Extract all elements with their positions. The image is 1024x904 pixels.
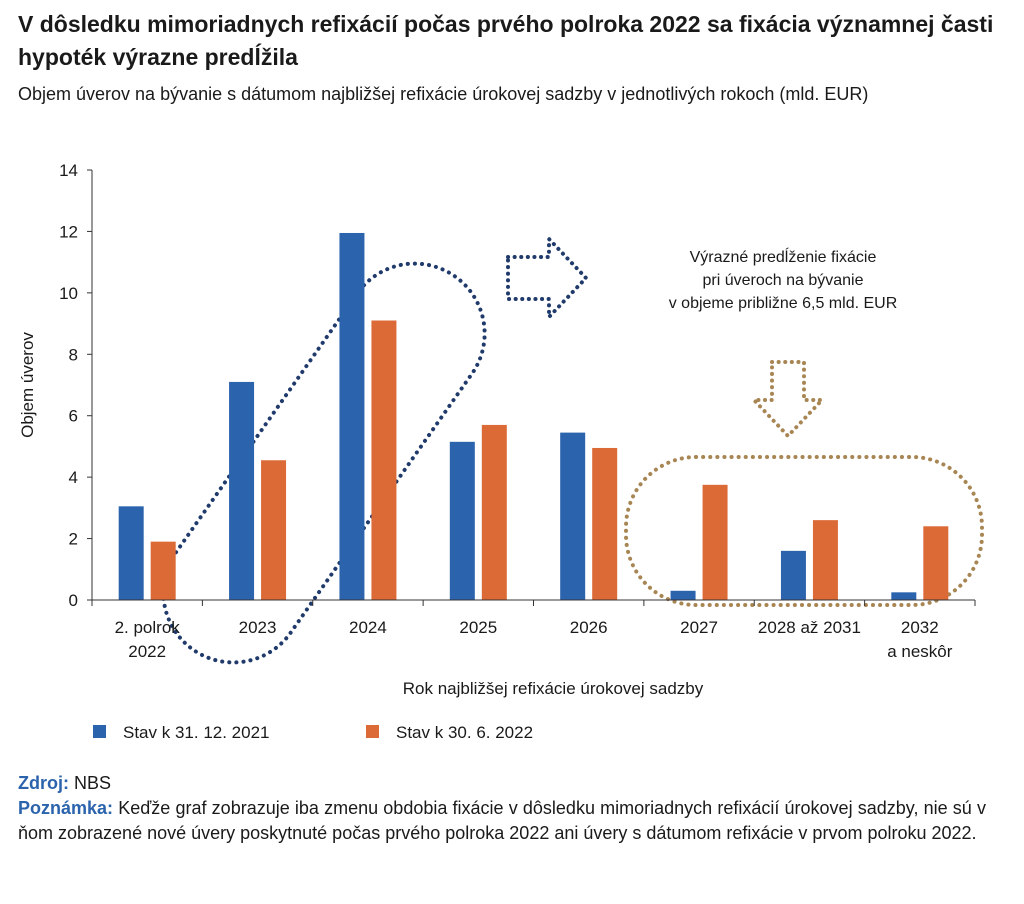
bar-series2-7: [923, 526, 949, 600]
y-tick-label: 12: [59, 222, 78, 241]
arrow-down-icon: [752, 360, 824, 438]
highlight-ellipse-left: [161, 261, 487, 665]
y-tick-label: 10: [59, 284, 78, 303]
chart-subtitle: Objem úverov na bývanie s dátumom najbli…: [18, 84, 869, 104]
bar-series1-3: [449, 441, 475, 600]
x-tick-label: 2023: [239, 618, 277, 637]
y-axis-title: Objem úverov: [18, 332, 37, 438]
bar-series2-5: [702, 484, 728, 600]
x-tick-label: 2022: [128, 642, 166, 661]
legend-label-series1: Stav k 31. 12. 2021: [123, 723, 270, 742]
bar-series1-5: [670, 590, 696, 600]
annotation-text: v objeme približne 6,5 mld. EUR: [669, 295, 898, 312]
y-tick-label: 14: [59, 161, 78, 180]
annotation-text: Výrazné predĺženie fixácie: [690, 247, 877, 266]
x-axis-title: Rok najbližšej refixácie úrokovej sadzby: [403, 679, 704, 698]
source-value: NBS: [74, 773, 112, 793]
bar-series1-4: [560, 432, 586, 600]
legend-swatch-series1: [93, 725, 106, 738]
x-tick-label: 2028 až 2031: [758, 618, 861, 637]
bar-series1-2: [339, 232, 365, 600]
legend-label-series2: Stav k 30. 6. 2022: [396, 723, 533, 742]
x-tick-label: 2027: [680, 618, 718, 637]
x-tick-label: a neskôr: [887, 642, 953, 661]
bar-series1-0: [118, 506, 144, 600]
x-tick-label: 2024: [349, 618, 387, 637]
y-tick-label: 2: [69, 530, 78, 549]
bar-series1-1: [229, 381, 255, 600]
chart-title: V dôsledku mimoriadnych refixácií počas …: [18, 11, 994, 70]
x-tick-label: 2026: [570, 618, 608, 637]
arrow-right-icon: [506, 237, 588, 319]
annotation-text: pri úveroch na bývanie: [703, 272, 864, 289]
bar-series1-6: [780, 550, 806, 600]
bar-series2-3: [481, 424, 507, 600]
chart-notes: Zdroj: NBS Poznámka: Keďže graf zobrazuj…: [18, 771, 986, 846]
legend-swatch-series2: [366, 725, 379, 738]
y-tick-label: 0: [69, 591, 78, 610]
bar-series2-6: [812, 520, 838, 600]
bar-series2-4: [592, 447, 618, 600]
x-tick-label: 2. polrok: [115, 618, 181, 637]
note-text: Keďže graf zobrazuje iba zmenu obdobia f…: [18, 798, 986, 843]
bar-series2-2: [371, 320, 397, 600]
x-tick-label: 2032: [901, 618, 939, 637]
y-tick-label: 8: [69, 345, 78, 364]
highlight-capsule-right: [624, 455, 984, 607]
x-tick-label: 2025: [459, 618, 497, 637]
bar-series2-1: [261, 460, 287, 600]
y-tick-label: 4: [69, 468, 78, 487]
y-tick-label: 6: [69, 407, 78, 426]
bar-series2-0: [150, 541, 176, 600]
note-label: Poznámka:: [18, 798, 114, 818]
bar-chart: 0 2 4 6 8 10 12 14 2. polrok 2022 2023 2024 2025 2026…: [18, 161, 984, 742]
source-label: Zdroj:: [18, 773, 69, 793]
bar-series1-7: [891, 592, 917, 600]
